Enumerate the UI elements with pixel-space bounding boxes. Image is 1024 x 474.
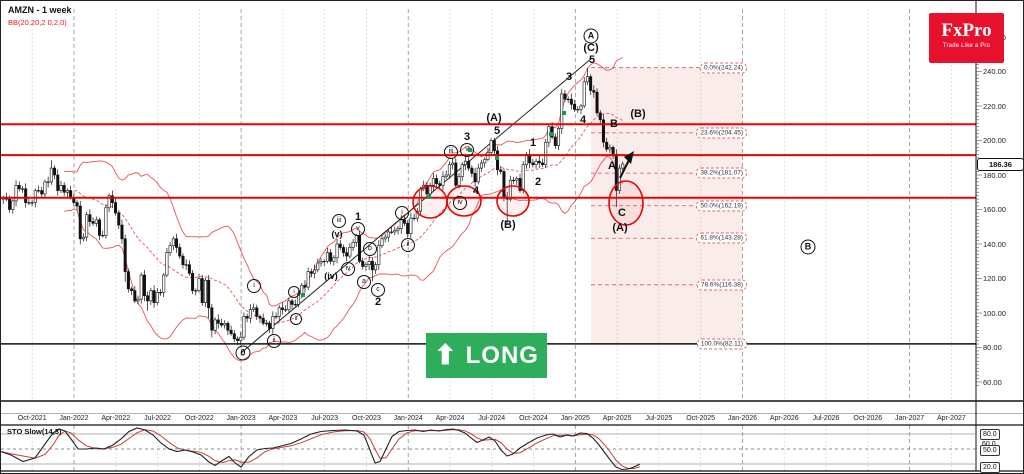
grid-lines [31,9,952,471]
indicator-label: BB(20,20,2 0,2,0) [8,18,67,27]
current-price-marker: 186.36 [977,158,1023,171]
highlight-circle [496,185,530,217]
fxpro-logo: FxPro Trade Like a Pro [929,13,1004,63]
highlight-circle [412,185,448,219]
price-axis-ticks [976,33,982,386]
entry-marker [495,156,499,160]
entry-marker [468,148,472,152]
bollinger-lower-band [64,155,624,362]
logo-tagline: Trade Like a Pro [942,43,991,49]
long-signal-label: LONG [465,341,539,369]
candlesticks [1,67,625,346]
sto-percent-d-line [1,429,641,469]
buy-arrow [619,157,631,179]
logo-brand: FxPro [941,20,992,41]
entry-marker [549,132,553,136]
bollinger-middle-band [64,112,623,325]
entry-marker [301,293,305,297]
up-arrow-icon: ⬆ [434,340,457,370]
sto-percent-k-line [1,427,641,471]
long-signal-banner: ⬆ LONG [426,333,547,378]
highlight-circle [446,185,482,217]
highlight-circle [608,180,644,226]
entry-marker [562,111,566,115]
sto-indicator-label: STO Slow(14,3) [7,427,62,436]
buy-arrow-head [624,151,634,164]
bollinger-upper-band [64,57,623,307]
entry-marker [427,195,431,199]
symbol-title: AMZN - 1 week [8,5,72,15]
